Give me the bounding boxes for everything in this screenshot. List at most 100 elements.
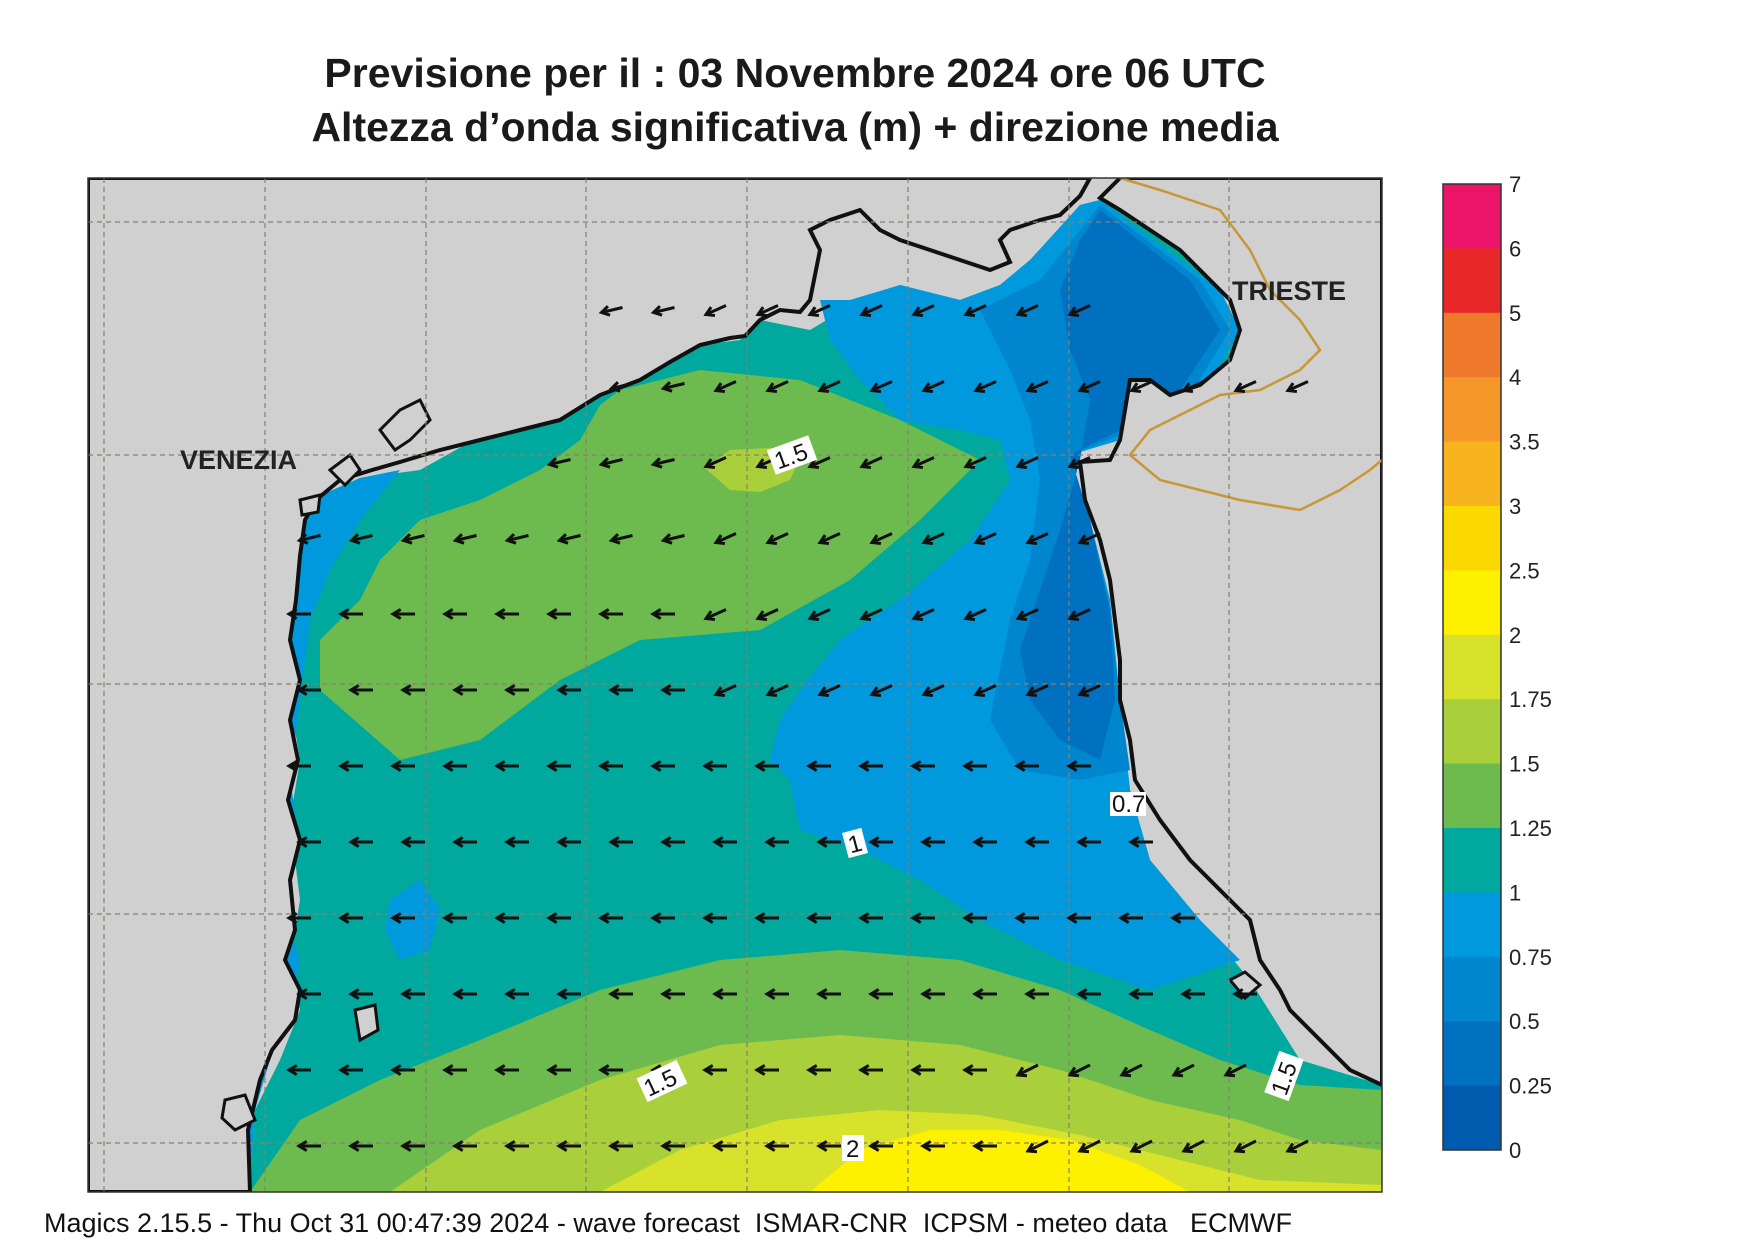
direction-arrowhead	[1024, 836, 1036, 848]
direction-arrow	[403, 534, 425, 542]
direction-arrow	[965, 456, 987, 468]
direction-arrowhead	[1077, 1142, 1090, 1154]
legend-tick-label: 0	[1509, 1138, 1521, 1163]
direction-arrow	[601, 458, 623, 466]
direction-arrow	[507, 534, 529, 542]
direction-arrowhead	[963, 306, 976, 318]
band-blue-deep	[1020, 210, 1220, 760]
legend-tick-label: 1.25	[1509, 816, 1552, 841]
direction-arrowhead	[1076, 988, 1088, 1000]
direction-arrow	[1287, 1139, 1309, 1153]
direction-arrow	[1079, 532, 1101, 544]
direction-arrowhead	[972, 836, 984, 848]
direction-arrowhead	[702, 912, 714, 924]
direction-arrowhead	[1170, 912, 1182, 924]
direction-arrowhead	[973, 686, 986, 698]
direction-arrowhead	[556, 836, 568, 848]
direction-arrowhead	[546, 1064, 558, 1076]
direction-arrowhead	[817, 534, 830, 546]
direction-arrowhead	[859, 306, 872, 318]
direction-arrowhead	[452, 1140, 464, 1152]
direction-arrowhead	[713, 382, 726, 394]
direction-arrowhead	[869, 686, 882, 698]
legend-swatch	[1443, 956, 1501, 1022]
direction-arrow	[1069, 608, 1091, 620]
direction-arrowhead	[546, 760, 558, 772]
direction-arrowhead	[1077, 382, 1090, 394]
direction-arrowhead	[1285, 382, 1298, 394]
direction-arrowhead	[920, 836, 932, 848]
direction-arrowhead	[608, 836, 620, 848]
direction-arrow	[1235, 380, 1257, 392]
direction-arrowhead	[286, 608, 298, 620]
direction-arrow	[923, 532, 945, 544]
direction-arrowhead	[1015, 1066, 1028, 1078]
direction-arrowhead	[338, 760, 350, 772]
direction-arrow	[715, 532, 737, 544]
direction-arrowhead	[348, 988, 360, 1000]
direction-arrowhead	[806, 1064, 818, 1076]
direction-arrowhead	[1066, 912, 1078, 924]
direction-arrowhead	[442, 760, 454, 772]
direction-arrow	[913, 608, 935, 620]
direction-arrowhead	[754, 1064, 766, 1076]
direction-arrowhead	[546, 608, 558, 620]
direction-arrow	[809, 608, 831, 620]
direction-arrow	[663, 534, 685, 542]
direction-arrowhead	[1014, 912, 1026, 924]
direction-arrowhead	[494, 760, 506, 772]
direction-arrow	[1131, 380, 1153, 392]
direction-arrowhead	[859, 610, 872, 622]
footer-credits: Magics 2.15.5 - Thu Oct 31 00:47:39 2024…	[44, 1208, 1292, 1238]
legend-swatch	[1443, 763, 1501, 829]
direction-arrow	[653, 458, 675, 466]
direction-arrowhead	[400, 533, 413, 545]
grid	[88, 178, 1382, 1192]
direction-arrowhead	[1025, 1142, 1038, 1154]
country-border	[1119, 178, 1382, 512]
direction-arrowhead	[1077, 686, 1090, 698]
direction-arrowhead	[608, 684, 620, 696]
direction-arrow	[1027, 1139, 1049, 1153]
direction-arrowhead	[660, 381, 673, 393]
direction-arrowhead	[1015, 458, 1028, 470]
direction-arrowhead	[859, 458, 872, 470]
direction-arrowhead	[452, 836, 464, 848]
direction-arrowhead	[816, 836, 828, 848]
direction-arrow	[1069, 1063, 1091, 1077]
legend-tick-label: 3.5	[1509, 430, 1540, 455]
direction-arrowhead	[598, 912, 610, 924]
direction-arrowhead	[869, 382, 882, 394]
legend-swatch	[1443, 570, 1501, 636]
direction-arrow	[1017, 456, 1039, 468]
legend-tick-label: 1	[1509, 880, 1521, 905]
direction-arrowhead	[390, 608, 402, 620]
direction-arrowhead	[754, 912, 766, 924]
direction-arrow	[975, 380, 997, 392]
direction-arrow	[1027, 380, 1049, 392]
land-west	[88, 178, 1093, 1192]
direction-arrowhead	[910, 1064, 922, 1076]
direction-arrowhead	[660, 836, 672, 848]
direction-arrowhead	[556, 988, 568, 1000]
direction-arrowhead	[608, 381, 621, 393]
direction-arrowhead	[920, 988, 932, 1000]
direction-arrow	[1287, 380, 1309, 392]
direction-arrowhead	[442, 608, 454, 620]
direction-arrowhead	[921, 686, 934, 698]
city-label-venezia: VENEZIA	[180, 445, 297, 475]
direction-arrowhead	[1118, 912, 1130, 924]
legend-swatch	[1443, 441, 1501, 507]
direction-arrowhead	[712, 836, 724, 848]
direction-arrow	[861, 456, 883, 468]
direction-arrowhead	[806, 760, 818, 772]
direction-arrowhead	[868, 1140, 880, 1152]
direction-arrowhead	[858, 760, 870, 772]
title-line-2: Altezza d’onda significativa (m) + direz…	[311, 104, 1279, 150]
direction-arrowhead	[296, 1140, 308, 1152]
direction-arrowhead	[1015, 610, 1028, 622]
direction-arrow	[1069, 304, 1091, 316]
direction-arrowhead	[962, 912, 974, 924]
direction-arrow	[767, 684, 789, 696]
